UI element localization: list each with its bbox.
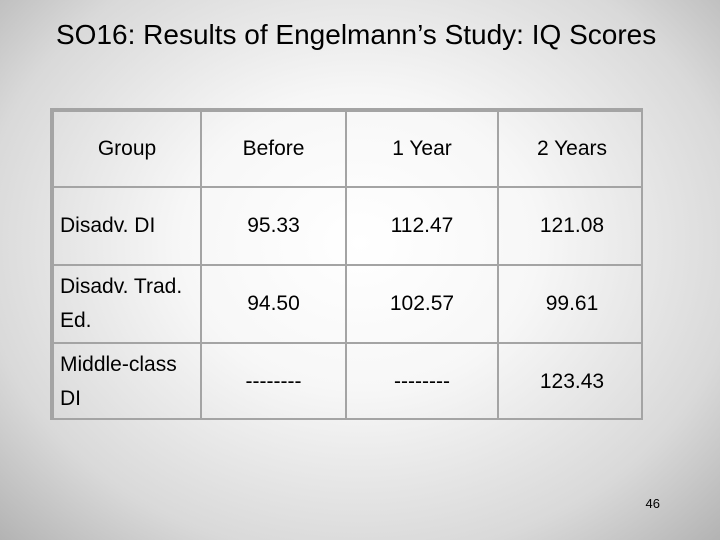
two-years-score-cell: 121.08 bbox=[497, 186, 641, 266]
header-before: Before bbox=[200, 110, 347, 188]
group-cell: Middle-class DI bbox=[52, 342, 202, 418]
table-row: Middle-class DI -------- -------- 123.43 bbox=[52, 342, 641, 418]
header-one-year: 1 Year bbox=[345, 110, 499, 188]
group-cell: Disadv. Trad. Ed. bbox=[52, 264, 202, 344]
before-score-cell: 94.50 bbox=[200, 264, 347, 344]
header-group: Group bbox=[52, 110, 202, 188]
page-number: 46 bbox=[645, 496, 660, 511]
one-year-score-cell: 112.47 bbox=[345, 186, 499, 266]
table-row: Disadv. DI 95.33 112.47 121.08 bbox=[52, 186, 641, 266]
header-two-years: 2 Years bbox=[497, 110, 641, 188]
two-years-score-cell: 123.43 bbox=[497, 342, 641, 418]
before-score-cell: 95.33 bbox=[200, 186, 347, 266]
group-cell: Disadv. DI bbox=[52, 186, 202, 266]
two-years-score-cell: 99.61 bbox=[497, 264, 641, 344]
iq-scores-table: Group Before 1 Year 2 Years Disadv. DI 9… bbox=[52, 110, 641, 418]
before-score-cell: -------- bbox=[200, 342, 347, 418]
results-table-container: Group Before 1 Year 2 Years Disadv. DI 9… bbox=[50, 108, 643, 420]
table-row: Disadv. Trad. Ed. 94.50 102.57 99.61 bbox=[52, 264, 641, 344]
one-year-score-cell: -------- bbox=[345, 342, 499, 418]
one-year-score-cell: 102.57 bbox=[345, 264, 499, 344]
slide-title: SO16: Results of Engelmann’s Study: IQ S… bbox=[56, 19, 657, 50]
table-header-row: Group Before 1 Year 2 Years bbox=[52, 110, 641, 188]
